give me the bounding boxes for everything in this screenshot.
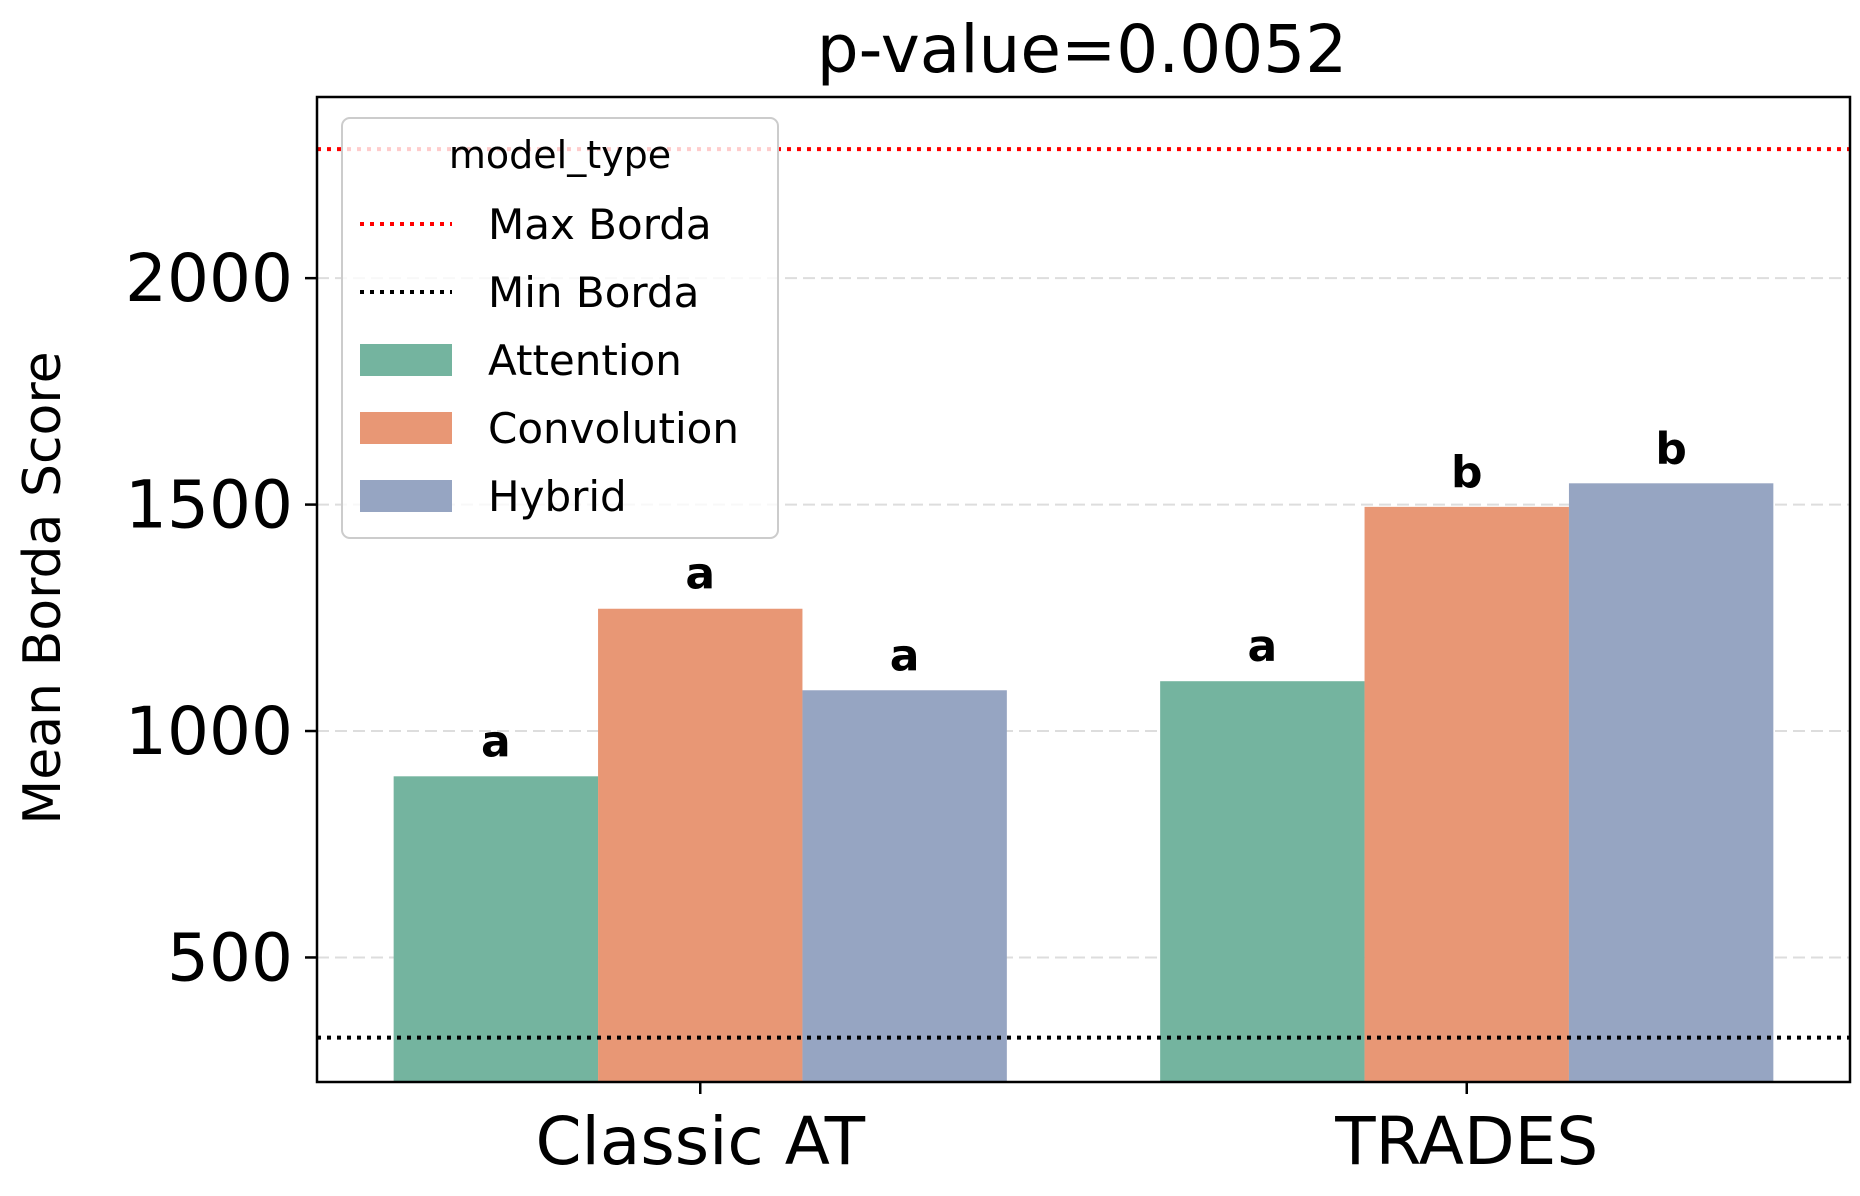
bar-significance-label: b [1655, 423, 1687, 474]
legend: model_type Max Borda Min Borda Attention Con… [341, 117, 779, 539]
bar-significance-label: b [1451, 447, 1483, 498]
plot-frame [315, 95, 1852, 1084]
legend-label-hybrid: Hybrid [488, 472, 627, 521]
bar-hybrid-1 [1568, 483, 1774, 1082]
y-tick-label: 500 [167, 919, 293, 996]
bar-attention-0 [393, 776, 599, 1082]
bar-hybrid-0 [802, 690, 1007, 1082]
legend-label-max-borda: Max Borda [488, 200, 712, 249]
x-tick-label: Classic AT [535, 1103, 865, 1180]
bar-significance-label: a [481, 716, 511, 767]
bar-attention-1 [1160, 681, 1365, 1082]
x-axis: Classic AT TRADES [535, 1082, 1598, 1180]
bars [393, 483, 1774, 1082]
bar-convolution-1 [1364, 506, 1569, 1082]
bar-convolution-0 [598, 608, 803, 1082]
legend-label-min-borda: Min Borda [488, 268, 699, 317]
legend-label-convolution: Convolution [488, 404, 739, 453]
legend-label-attention: Attention [488, 336, 682, 385]
bar-significance-label: a [890, 630, 920, 681]
x-tick-label: TRADES [1334, 1103, 1598, 1180]
legend-swatch-attention [360, 344, 452, 376]
y-tick-label: 2000 [125, 240, 293, 317]
bar-significance-label: a [1247, 621, 1277, 672]
y-axis: 500 1000 1500 2000 [125, 240, 317, 996]
legend-title: model_type [449, 133, 671, 177]
y-tick-label: 1000 [125, 693, 293, 770]
y-axis-label: Mean Borda Score [13, 351, 73, 824]
legend-swatch-hybrid [360, 480, 452, 512]
chart-title: p-value=0.0052 [817, 11, 1347, 88]
y-tick-label: 1500 [125, 467, 293, 544]
legend-swatch-convolution [360, 412, 452, 444]
bar-significance-label: a [685, 549, 715, 600]
bar-labels: a a a a b b [481, 423, 1687, 767]
